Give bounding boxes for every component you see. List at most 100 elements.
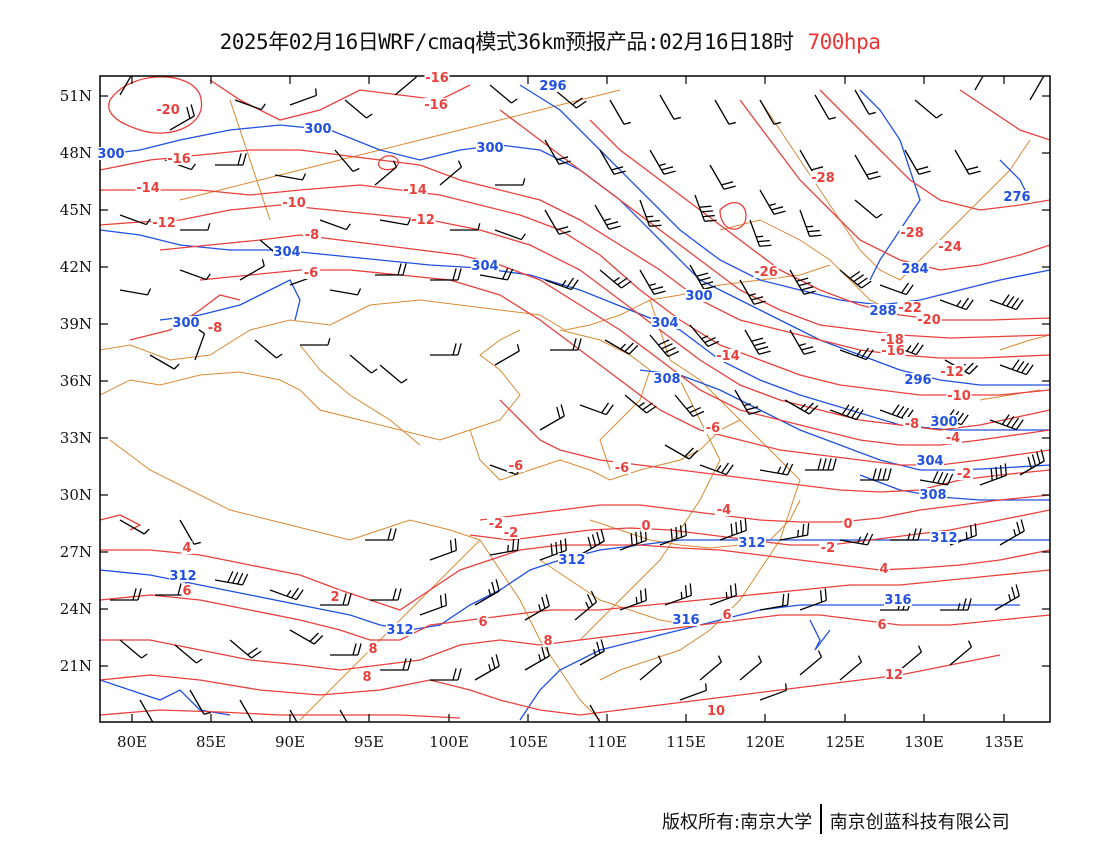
- footer-copyright: 版权所有:南京大学: [662, 812, 813, 833]
- wind-barb: [494, 229, 526, 241]
- temperature-contour-label: -28: [900, 226, 924, 241]
- wind-barb: [779, 523, 810, 541]
- wind-barb: [474, 654, 500, 681]
- temperature-contour-label: -20: [156, 103, 180, 118]
- wind-barb: [689, 264, 716, 290]
- wind-barb: [999, 519, 1025, 546]
- temperature-contour-label: -4: [946, 431, 960, 446]
- wind-barb: [544, 209, 571, 235]
- wind-barb: [110, 588, 142, 601]
- wind-barb: [380, 658, 412, 671]
- lat-tick-label: 39N: [60, 315, 92, 333]
- temperature-contour-label: -10: [282, 196, 306, 211]
- wind-barb: [599, 269, 632, 289]
- wind-barb: [119, 519, 150, 535]
- wind-barb: [799, 209, 822, 237]
- wind-barb: [694, 194, 717, 222]
- wind-barb: [370, 588, 402, 601]
- wind-barb: [639, 269, 666, 295]
- wind-barb: [839, 532, 874, 546]
- temperature-contour-label: -2: [821, 541, 835, 556]
- temperature-contour-label: -6: [304, 266, 318, 281]
- height-contour-label: 316: [672, 613, 699, 628]
- title-level: 700hpa: [807, 30, 881, 54]
- height-contour-label: 312: [738, 536, 765, 551]
- wind-barb: [430, 268, 462, 281]
- wind-barb: [550, 338, 582, 351]
- temperature-contour-label: 0: [843, 517, 852, 532]
- wind-barb: [599, 149, 626, 175]
- wind-barb: [155, 583, 187, 596]
- wind-barb: [375, 263, 407, 276]
- temperature-contour-label: 10: [707, 704, 725, 719]
- lat-tick-label: 27N: [60, 543, 92, 561]
- lon-tick-label: 125E: [825, 733, 865, 751]
- wind-barb: [269, 587, 304, 601]
- wind-barb: [854, 199, 883, 219]
- footer-company: 南京创蓝科技有限公司: [829, 812, 1010, 833]
- wind-barb: [854, 154, 881, 180]
- wind-barb: [169, 104, 195, 131]
- temperature-contour-label: 0: [641, 519, 650, 534]
- wind-barb: [579, 639, 605, 666]
- temperature-contour-label: -20: [917, 313, 941, 328]
- footer: 版权所有:南京大学 南京创蓝科技有限公司: [662, 804, 1010, 838]
- wind-barb: [539, 404, 565, 431]
- wind-barb: [579, 402, 614, 416]
- wind-barb: [799, 650, 823, 676]
- wind-barb: [759, 593, 790, 611]
- wind-barb: [839, 347, 874, 361]
- wind-barb: [544, 139, 571, 165]
- height-contour-label: 300: [930, 415, 957, 430]
- wind-barb: [439, 160, 463, 186]
- height-contour-label: 300: [172, 316, 199, 331]
- wind-barb: [839, 655, 863, 681]
- wind-barb: [524, 644, 550, 671]
- wind-barb: [699, 655, 723, 681]
- wind-barb: [215, 153, 247, 166]
- temperature-contour-label: -12: [940, 365, 964, 380]
- temperature-contour-label: 6: [182, 584, 191, 599]
- wind-barb: [330, 643, 362, 656]
- temperature-contour-label: -2: [504, 526, 518, 541]
- height-contour-label: 304: [471, 259, 498, 274]
- wind-barb: [719, 518, 747, 541]
- height-contour-label: 296: [904, 373, 931, 388]
- wind-barb: [289, 629, 324, 645]
- wind-barb: [994, 584, 1020, 611]
- wind-barb: [174, 644, 203, 664]
- lat-tick-label: 45N: [60, 201, 92, 219]
- wind-barb: [119, 76, 132, 96]
- wind-barb: [489, 84, 518, 104]
- wind-barb: [744, 329, 771, 355]
- temperature-contour-label: -22: [898, 301, 922, 316]
- temperature-contour-label: 8: [362, 670, 371, 685]
- height-contour-label: 300: [476, 141, 503, 156]
- wind-barb: [394, 76, 418, 96]
- wind-barb: [759, 683, 787, 701]
- lon-tick-label: 105E: [508, 733, 548, 751]
- temperature-contour-label: 12: [885, 668, 903, 683]
- wind-barb: [814, 94, 836, 120]
- wind-barb: [939, 297, 974, 311]
- height-contour-label: 304: [651, 316, 678, 331]
- temperature-contour-label: -16: [425, 71, 449, 86]
- lat-axis: 51N 48N 45N 42N 39N 36N 33N 30N 27N 24N 21N: [60, 87, 92, 675]
- temperature-contour-label: -10: [947, 389, 971, 404]
- temperature-contour-label: -26: [754, 265, 778, 280]
- height-contour-label: 316: [884, 593, 911, 608]
- wind-barb: [949, 640, 973, 666]
- wind-barb: [879, 282, 914, 296]
- height-contour-label: 312: [930, 531, 957, 546]
- lat-tick-label: 24N: [60, 600, 92, 618]
- wind-barb: [179, 269, 211, 281]
- wind-barb: [494, 344, 520, 366]
- wind-barb: [979, 463, 1007, 486]
- wind-barb: [759, 189, 786, 215]
- temperature-contour-label: -4: [717, 503, 731, 518]
- lon-tick-label: 85E: [196, 733, 226, 751]
- wind-barb: [739, 279, 766, 305]
- wind-barb: [489, 538, 520, 556]
- wind-barb: [989, 294, 1024, 311]
- wind-barb: [854, 89, 876, 115]
